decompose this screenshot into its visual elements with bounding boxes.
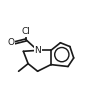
Text: N: N	[34, 46, 41, 55]
Text: Cl: Cl	[22, 27, 31, 36]
Text: O: O	[7, 38, 14, 47]
